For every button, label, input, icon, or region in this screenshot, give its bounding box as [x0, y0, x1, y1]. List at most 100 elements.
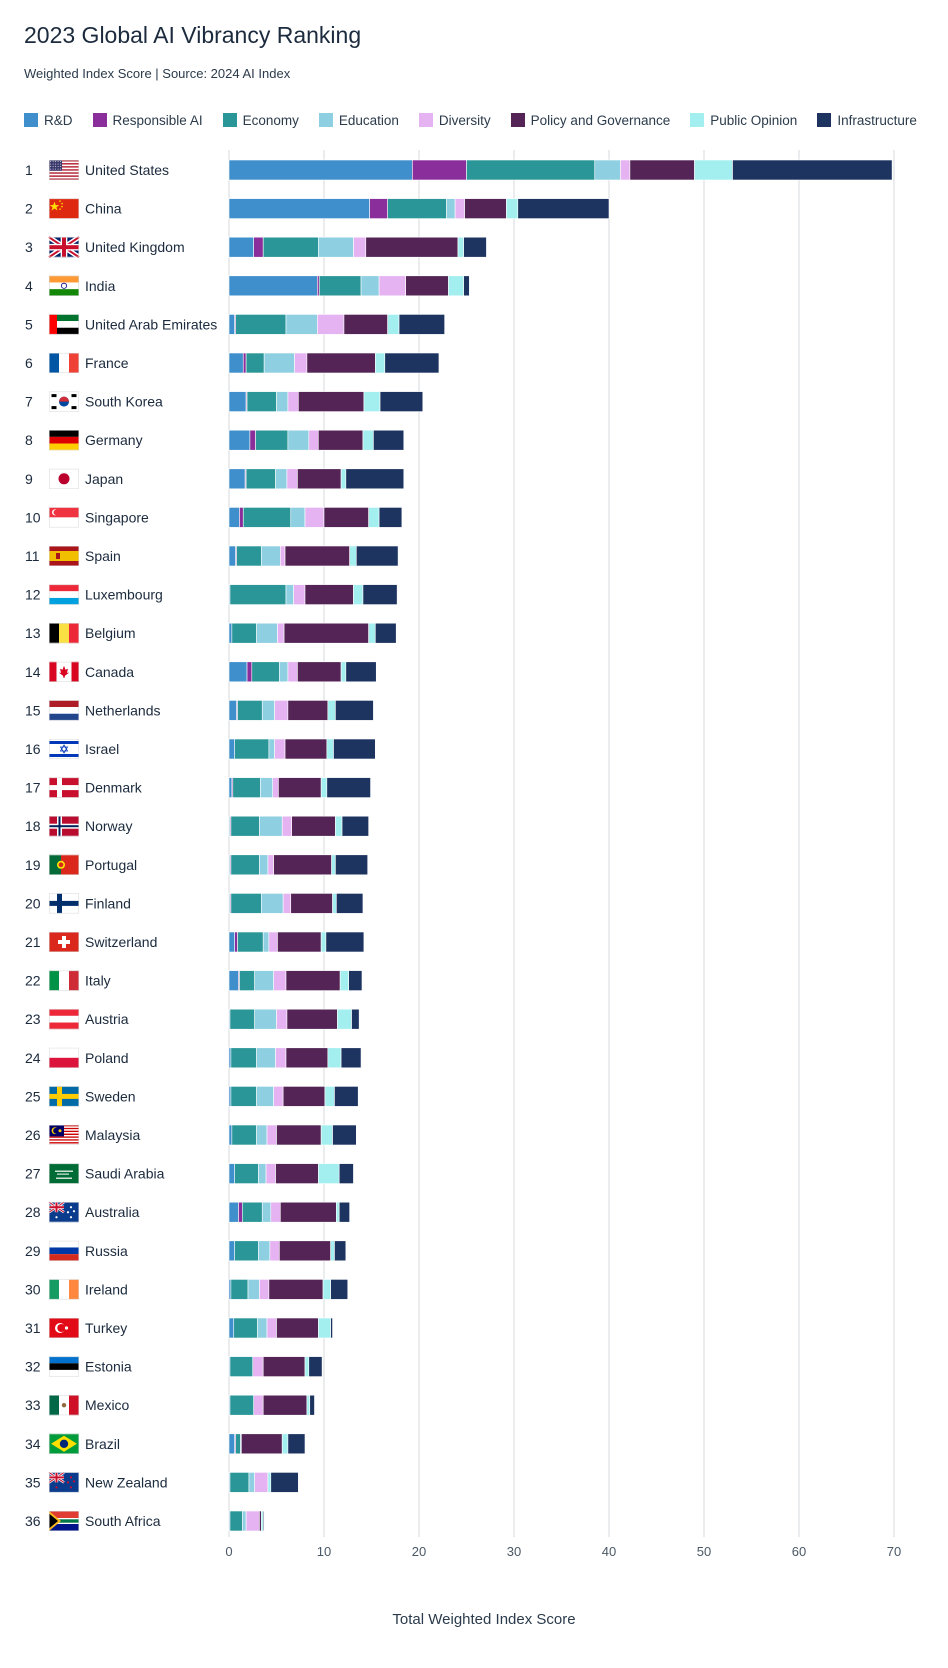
legend-swatch: [817, 113, 832, 127]
bar-segment-diversity: [267, 854, 274, 876]
bar-segment-randd: [228, 1240, 235, 1262]
legend-item-randd: R&D: [24, 113, 73, 128]
legend-item-public-opinion: Public Opinion: [690, 113, 797, 128]
bar-segment-public-opinion: [304, 1356, 310, 1377]
bar-segment-policy-and-governance: [262, 1356, 306, 1377]
country-label: United Arab Emirates: [85, 316, 217, 332]
bar-segment-education: [258, 1240, 271, 1262]
flag-icon-lu: [49, 584, 79, 605]
legend-label: Diversity: [438, 112, 491, 128]
flag-icon-za: [49, 1511, 79, 1531]
rank-label: 24: [25, 1050, 41, 1066]
bar-segment-public-opinion: [340, 468, 347, 490]
bar-segment-randd: [228, 738, 235, 760]
bar-segment-infrastructure: [398, 314, 445, 335]
bar-segment-diversity: [277, 622, 285, 644]
legend-item-education: Education: [318, 112, 399, 128]
bar-segment-policy-and-governance: [273, 854, 332, 876]
bar-segment-education: [247, 1279, 260, 1300]
rank-label: 12: [25, 587, 41, 603]
bar-segment-responsible-ai: [239, 507, 244, 528]
bar-segment-diversity: [282, 893, 292, 914]
bar-segment-responsible-ai: [234, 931, 238, 953]
rank-label: 27: [25, 1166, 41, 1182]
bar-segment-randd: [228, 236, 255, 258]
flag-icon-ru: [49, 1240, 79, 1261]
country-label: Portugal: [85, 857, 137, 873]
bar-segment-randd: [228, 622, 233, 644]
bar-segment-education: [287, 429, 310, 451]
bar-segment-policy-and-governance: [343, 314, 388, 335]
bar-segment-randd: [228, 429, 251, 451]
bar-segment-public-opinion: [327, 700, 336, 721]
bar-segment-public-opinion: [457, 236, 464, 258]
country-label: Norway: [85, 818, 132, 834]
bar-segment-economy: [229, 1356, 254, 1377]
rank-label: 34: [25, 1436, 41, 1452]
row-labels: 1 United States 2 China 3 United Kingdom 4 Indi…: [25, 162, 217, 1529]
bar-segment-economy: [255, 429, 289, 451]
bar-segment-policy-and-governance: [287, 700, 329, 721]
bar-segment-infrastructure: [326, 777, 371, 798]
flag-icon-be: [49, 623, 79, 644]
bar-segment-randd: [228, 1433, 235, 1455]
country-flags: [47, 160, 81, 1531]
bar-segment-economy: [230, 1047, 257, 1069]
country-label: France: [85, 355, 129, 371]
country-label: Sweden: [85, 1088, 136, 1104]
country-label: Netherlands: [85, 702, 161, 718]
country-label: Finland: [85, 895, 131, 911]
bar-segment-public-opinion: [368, 507, 380, 528]
bar-segment-infrastructure: [732, 159, 893, 181]
country-label: Spain: [85, 548, 121, 564]
bar-segment-randd: [228, 314, 235, 335]
bar-segment-economy: [234, 738, 270, 760]
bar-segment-policy-and-governance: [464, 198, 507, 219]
country-label: Saudi Arabia: [85, 1166, 165, 1182]
bar-segment-education: [360, 275, 380, 297]
bar-segment-randd: [228, 700, 237, 721]
bar-segment-diversity: [274, 738, 286, 760]
flag-icon-au: [48, 1201, 79, 1223]
bar-segment-infrastructure: [341, 815, 369, 837]
bar-segment-education: [257, 1317, 268, 1339]
bar-segment-education: [279, 661, 289, 683]
legend-label: Education: [338, 112, 399, 128]
flag-icon-my: [49, 1125, 79, 1145]
country-label: India: [85, 278, 116, 294]
bar-segment-education: [263, 352, 295, 374]
country-label: Ireland: [85, 1281, 128, 1297]
bar-segment-infrastructure: [338, 1163, 354, 1184]
bar-segment-infrastructure: [379, 391, 424, 412]
bar-segment-randd: [228, 661, 248, 683]
bar-segment-economy: [387, 198, 447, 219]
bar-segment-economy: [232, 777, 261, 798]
x-tick-label: 40: [602, 1544, 616, 1559]
country-label: China: [85, 201, 122, 217]
bar-segment-infrastructure: [517, 198, 610, 219]
bar-segment-randd: [228, 1163, 235, 1184]
bar-segment-policy-and-governance: [304, 584, 354, 605]
bar-segment-policy-and-governance: [279, 1201, 337, 1223]
bar-segment-education: [317, 236, 354, 258]
bar-segment-public-opinion: [336, 1201, 340, 1223]
bar-segment-infrastructure: [287, 1433, 306, 1455]
rank-label: 22: [25, 973, 41, 989]
bar-segment-policy-and-governance: [317, 429, 364, 451]
bar-segment-policy-and-governance: [276, 1124, 322, 1146]
bar-segment-policy-and-governance: [291, 815, 336, 837]
flag-icon-nl: [49, 700, 79, 721]
rank-label: 33: [25, 1397, 41, 1413]
bar-segment-economy: [239, 970, 255, 991]
bar-segment-policy-and-governance: [283, 622, 369, 644]
flag-icon-ca: [49, 661, 79, 682]
flag-icon-br: [49, 1433, 79, 1454]
bar-segment-diversity: [268, 931, 278, 953]
x-tick-label: 10: [317, 1544, 331, 1559]
bar-segment-economy: [229, 1510, 243, 1532]
bar-segment-economy: [318, 275, 362, 297]
bar-segment-responsible-ai: [249, 429, 256, 451]
rank-label: 16: [25, 741, 41, 757]
x-tick-label: 20: [412, 1544, 426, 1559]
